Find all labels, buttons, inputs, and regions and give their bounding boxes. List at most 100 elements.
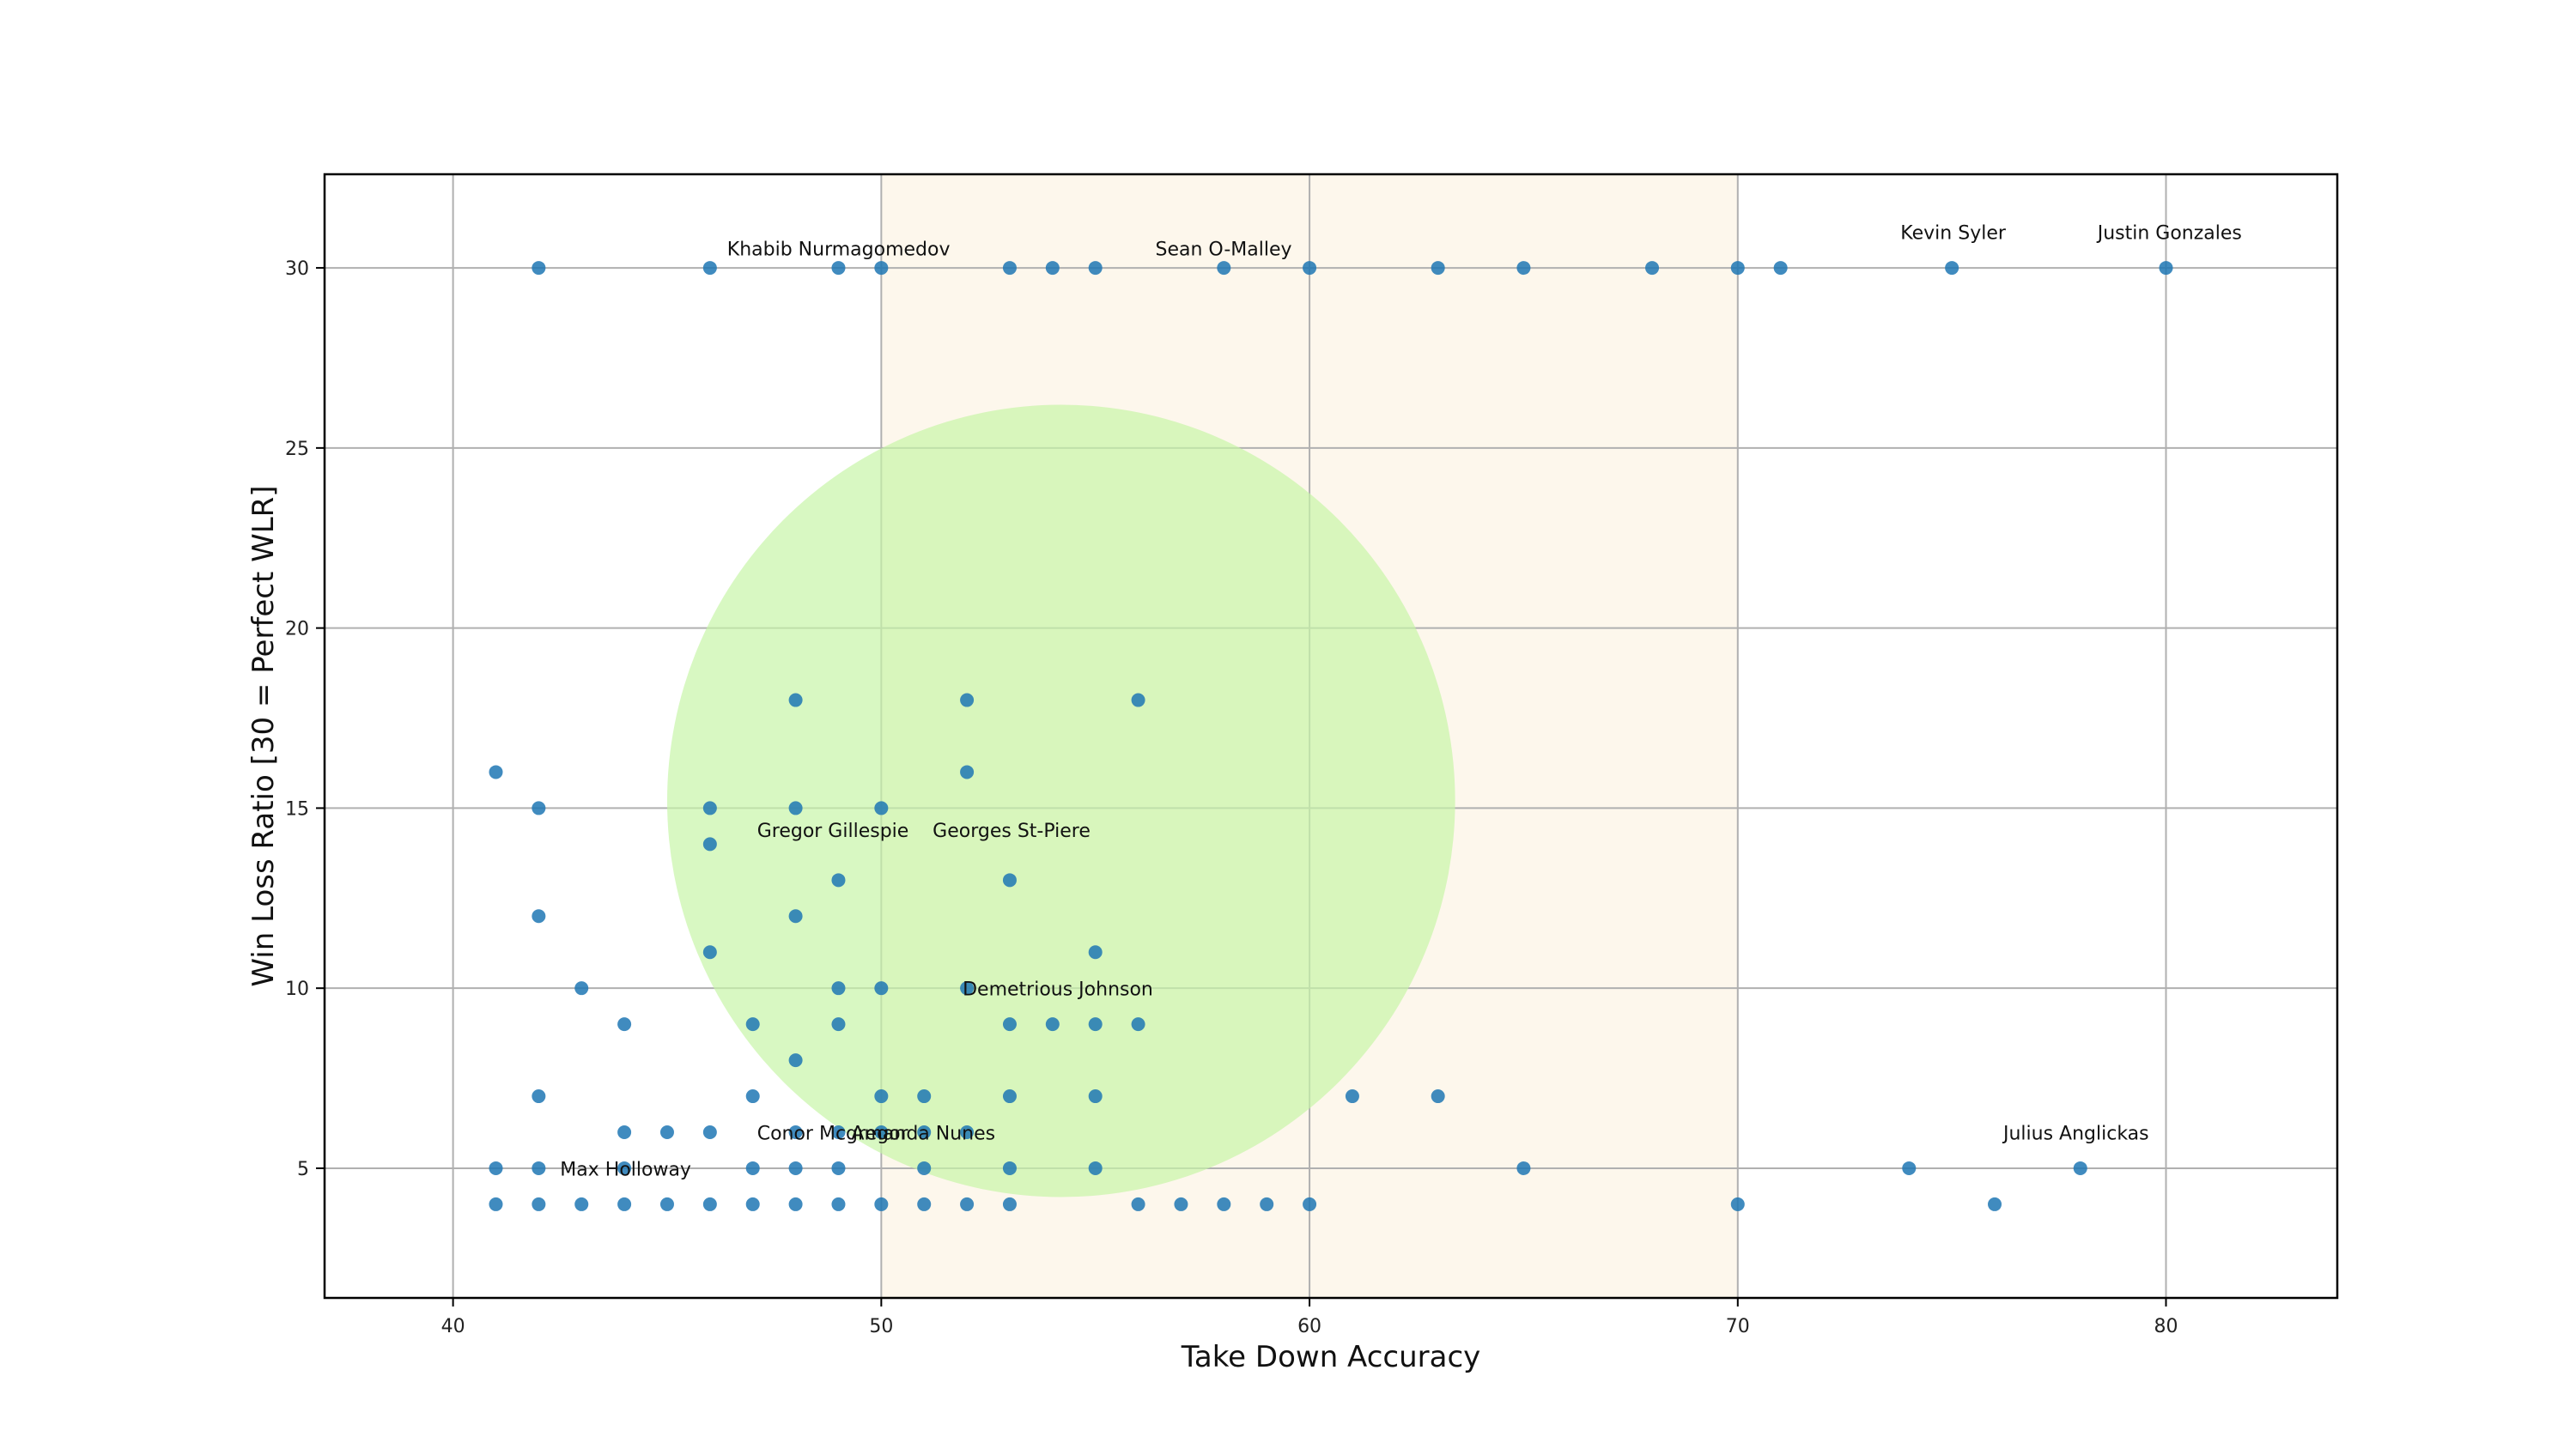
y-tick-label: 5 [297, 1159, 309, 1180]
data-point [1045, 1017, 1060, 1032]
data-point [617, 1161, 632, 1175]
data-point [1516, 261, 1531, 276]
data-point [874, 1197, 889, 1211]
data-point [1217, 1197, 1231, 1211]
data-point [2159, 261, 2173, 276]
data-point [788, 1125, 803, 1140]
annotation-label: Sean O-Malley [1156, 239, 1292, 260]
data-point [1945, 261, 1959, 276]
y-tick-label: 30 [285, 258, 309, 280]
data-point [1088, 1161, 1103, 1175]
data-point [960, 693, 975, 707]
data-point [532, 261, 546, 276]
annotation-label: Conor Mcgregor [757, 1123, 909, 1144]
data-point [831, 1017, 846, 1032]
data-point [1431, 1089, 1445, 1104]
x-tick-label: 50 [869, 1316, 893, 1337]
data-point [1131, 693, 1145, 707]
data-point [788, 693, 803, 707]
data-point [745, 1197, 760, 1211]
data-point [702, 945, 717, 960]
data-point [960, 1125, 975, 1140]
y-tick-label: 10 [285, 979, 309, 1000]
data-point [1088, 1089, 1103, 1104]
data-point [788, 1161, 803, 1175]
data-point [745, 1161, 760, 1175]
data-point [1730, 261, 1745, 276]
data-point [1002, 1161, 1017, 1175]
data-point [1002, 873, 1017, 888]
data-point [1260, 1197, 1274, 1211]
data-point [1902, 1161, 1917, 1175]
x-tick-label: 70 [1726, 1316, 1750, 1337]
data-point [874, 1089, 889, 1104]
data-point [1002, 1089, 1017, 1104]
data-points [489, 261, 2173, 1211]
data-point [874, 981, 889, 996]
y-tick-label: 15 [285, 798, 309, 820]
y-tick-label: 20 [285, 619, 309, 640]
data-point [1045, 261, 1060, 276]
data-point [1217, 261, 1231, 276]
data-point [702, 1197, 717, 1211]
data-point [1002, 1017, 1017, 1032]
data-point [788, 1053, 803, 1068]
annotation-label: Justin Gonzales [2096, 223, 2242, 245]
data-point [2073, 1161, 2087, 1175]
data-point [1773, 261, 1788, 276]
data-point [1303, 261, 1317, 276]
data-point [874, 261, 889, 276]
x-tick-label: 40 [441, 1316, 465, 1337]
data-point [702, 261, 717, 276]
annotation-label: Amanda Nunes [851, 1123, 995, 1144]
data-point [1131, 1017, 1145, 1032]
annotation-label: Demetrious Johnson [963, 979, 1153, 1001]
data-point [617, 1197, 632, 1211]
x-axis-label: Take Down Accuracy [1181, 1340, 1481, 1374]
data-point [1431, 261, 1445, 276]
data-point [532, 801, 546, 815]
data-point [788, 1197, 803, 1211]
data-point [489, 1197, 503, 1211]
data-point [659, 1125, 674, 1140]
annotation-label: Gregor Gillespie [757, 821, 909, 842]
data-point [1174, 1197, 1188, 1211]
data-point [831, 873, 846, 888]
data-point [574, 1197, 589, 1211]
data-point [1131, 1197, 1145, 1211]
data-point [1730, 1197, 1745, 1211]
data-point [831, 1125, 846, 1140]
data-point [617, 1125, 632, 1140]
annotation-label: Julius Anglickas [2002, 1123, 2149, 1144]
data-point [1088, 1017, 1103, 1032]
data-point [917, 1161, 932, 1175]
data-point [917, 1089, 932, 1104]
data-point [532, 1161, 546, 1175]
data-point [617, 1017, 632, 1032]
highlight-circle-layer [666, 404, 1455, 1197]
data-point [960, 1197, 975, 1211]
data-point [960, 765, 975, 779]
annotation-label: Kevin Syler [1900, 223, 2007, 245]
data-point [1345, 1089, 1359, 1104]
data-point [532, 1089, 546, 1104]
data-point [874, 1125, 889, 1140]
data-point [874, 801, 889, 815]
annotation-label: Max Holloway [560, 1159, 691, 1180]
data-point [831, 981, 846, 996]
y-tick-label: 25 [285, 439, 309, 460]
data-point [1088, 945, 1103, 960]
data-point [960, 981, 975, 996]
data-point [1002, 261, 1017, 276]
data-point [1002, 1197, 1017, 1211]
data-point [917, 1197, 932, 1211]
data-point [831, 261, 846, 276]
annotations: Khabib Nurmagomedov Sean O-Malley Kevin Sy… [560, 223, 2242, 1181]
data-point [1088, 261, 1103, 276]
data-point [745, 1017, 760, 1032]
data-point [532, 1197, 546, 1211]
annotation-label: Khabib Nurmagomedov [727, 239, 951, 260]
data-point [702, 1125, 717, 1140]
highlight-circle [666, 404, 1455, 1197]
data-point [788, 801, 803, 815]
